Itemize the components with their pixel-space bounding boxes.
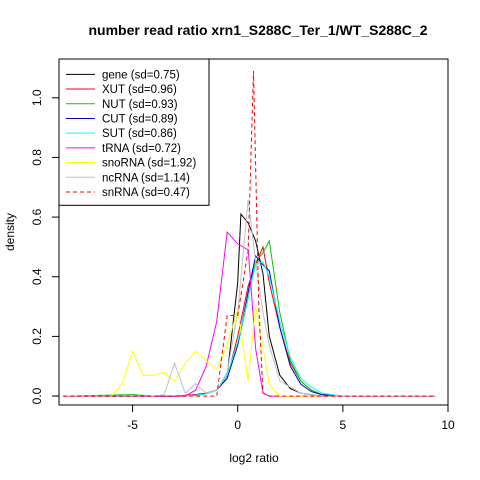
x-tick-label: 10 bbox=[441, 418, 455, 432]
y-tick-label: 1.0 bbox=[30, 89, 44, 106]
series-line bbox=[63, 230, 436, 397]
chart-title: number read ratio xrn1_S288C_Ter_1/WT_S2… bbox=[88, 22, 427, 38]
y-tick-label: 0.4 bbox=[30, 268, 44, 285]
y-tick-label: 0.6 bbox=[30, 208, 44, 225]
x-tick-label: 5 bbox=[340, 418, 347, 432]
x-tick-label: 0 bbox=[234, 418, 241, 432]
series-lines bbox=[63, 70, 436, 397]
y-tick-label: 0.0 bbox=[30, 387, 44, 404]
series-line bbox=[63, 70, 436, 397]
y-tick-label: 0.2 bbox=[30, 328, 44, 345]
y-tick-label: 0.8 bbox=[30, 149, 44, 166]
legend-label: XUT (sd=0.96) bbox=[102, 84, 177, 96]
legend-box bbox=[58, 58, 210, 206]
legend-label: tRNA (sd=0.72) bbox=[102, 143, 181, 155]
x-axis: -5 0 5 10 bbox=[127, 404, 455, 432]
legend-label: snoRNA (sd=1.92) bbox=[102, 158, 196, 170]
legend-label: gene (sd=0.75) bbox=[102, 69, 180, 81]
legend-label: CUT (sd=0.89) bbox=[102, 113, 178, 125]
series-line bbox=[63, 306, 436, 397]
y-axis: 0.0 0.2 0.4 0.6 0.8 1.0 bbox=[30, 89, 60, 404]
x-axis-label: log2 ratio bbox=[229, 451, 279, 465]
legend-label: snRNA (sd=0.47) bbox=[102, 187, 190, 199]
legend-label: ncRNA (sd=1.14) bbox=[102, 172, 190, 184]
legend-label: NUT (sd=0.93) bbox=[102, 99, 178, 111]
y-axis-label: density bbox=[3, 213, 17, 251]
legend-label: SUT (sd=0.86) bbox=[102, 128, 177, 140]
x-tick-label: -5 bbox=[127, 418, 138, 432]
legend: gene (sd=0.75) XUT (sd=0.96) NUT (sd=0.93)… bbox=[58, 58, 210, 206]
